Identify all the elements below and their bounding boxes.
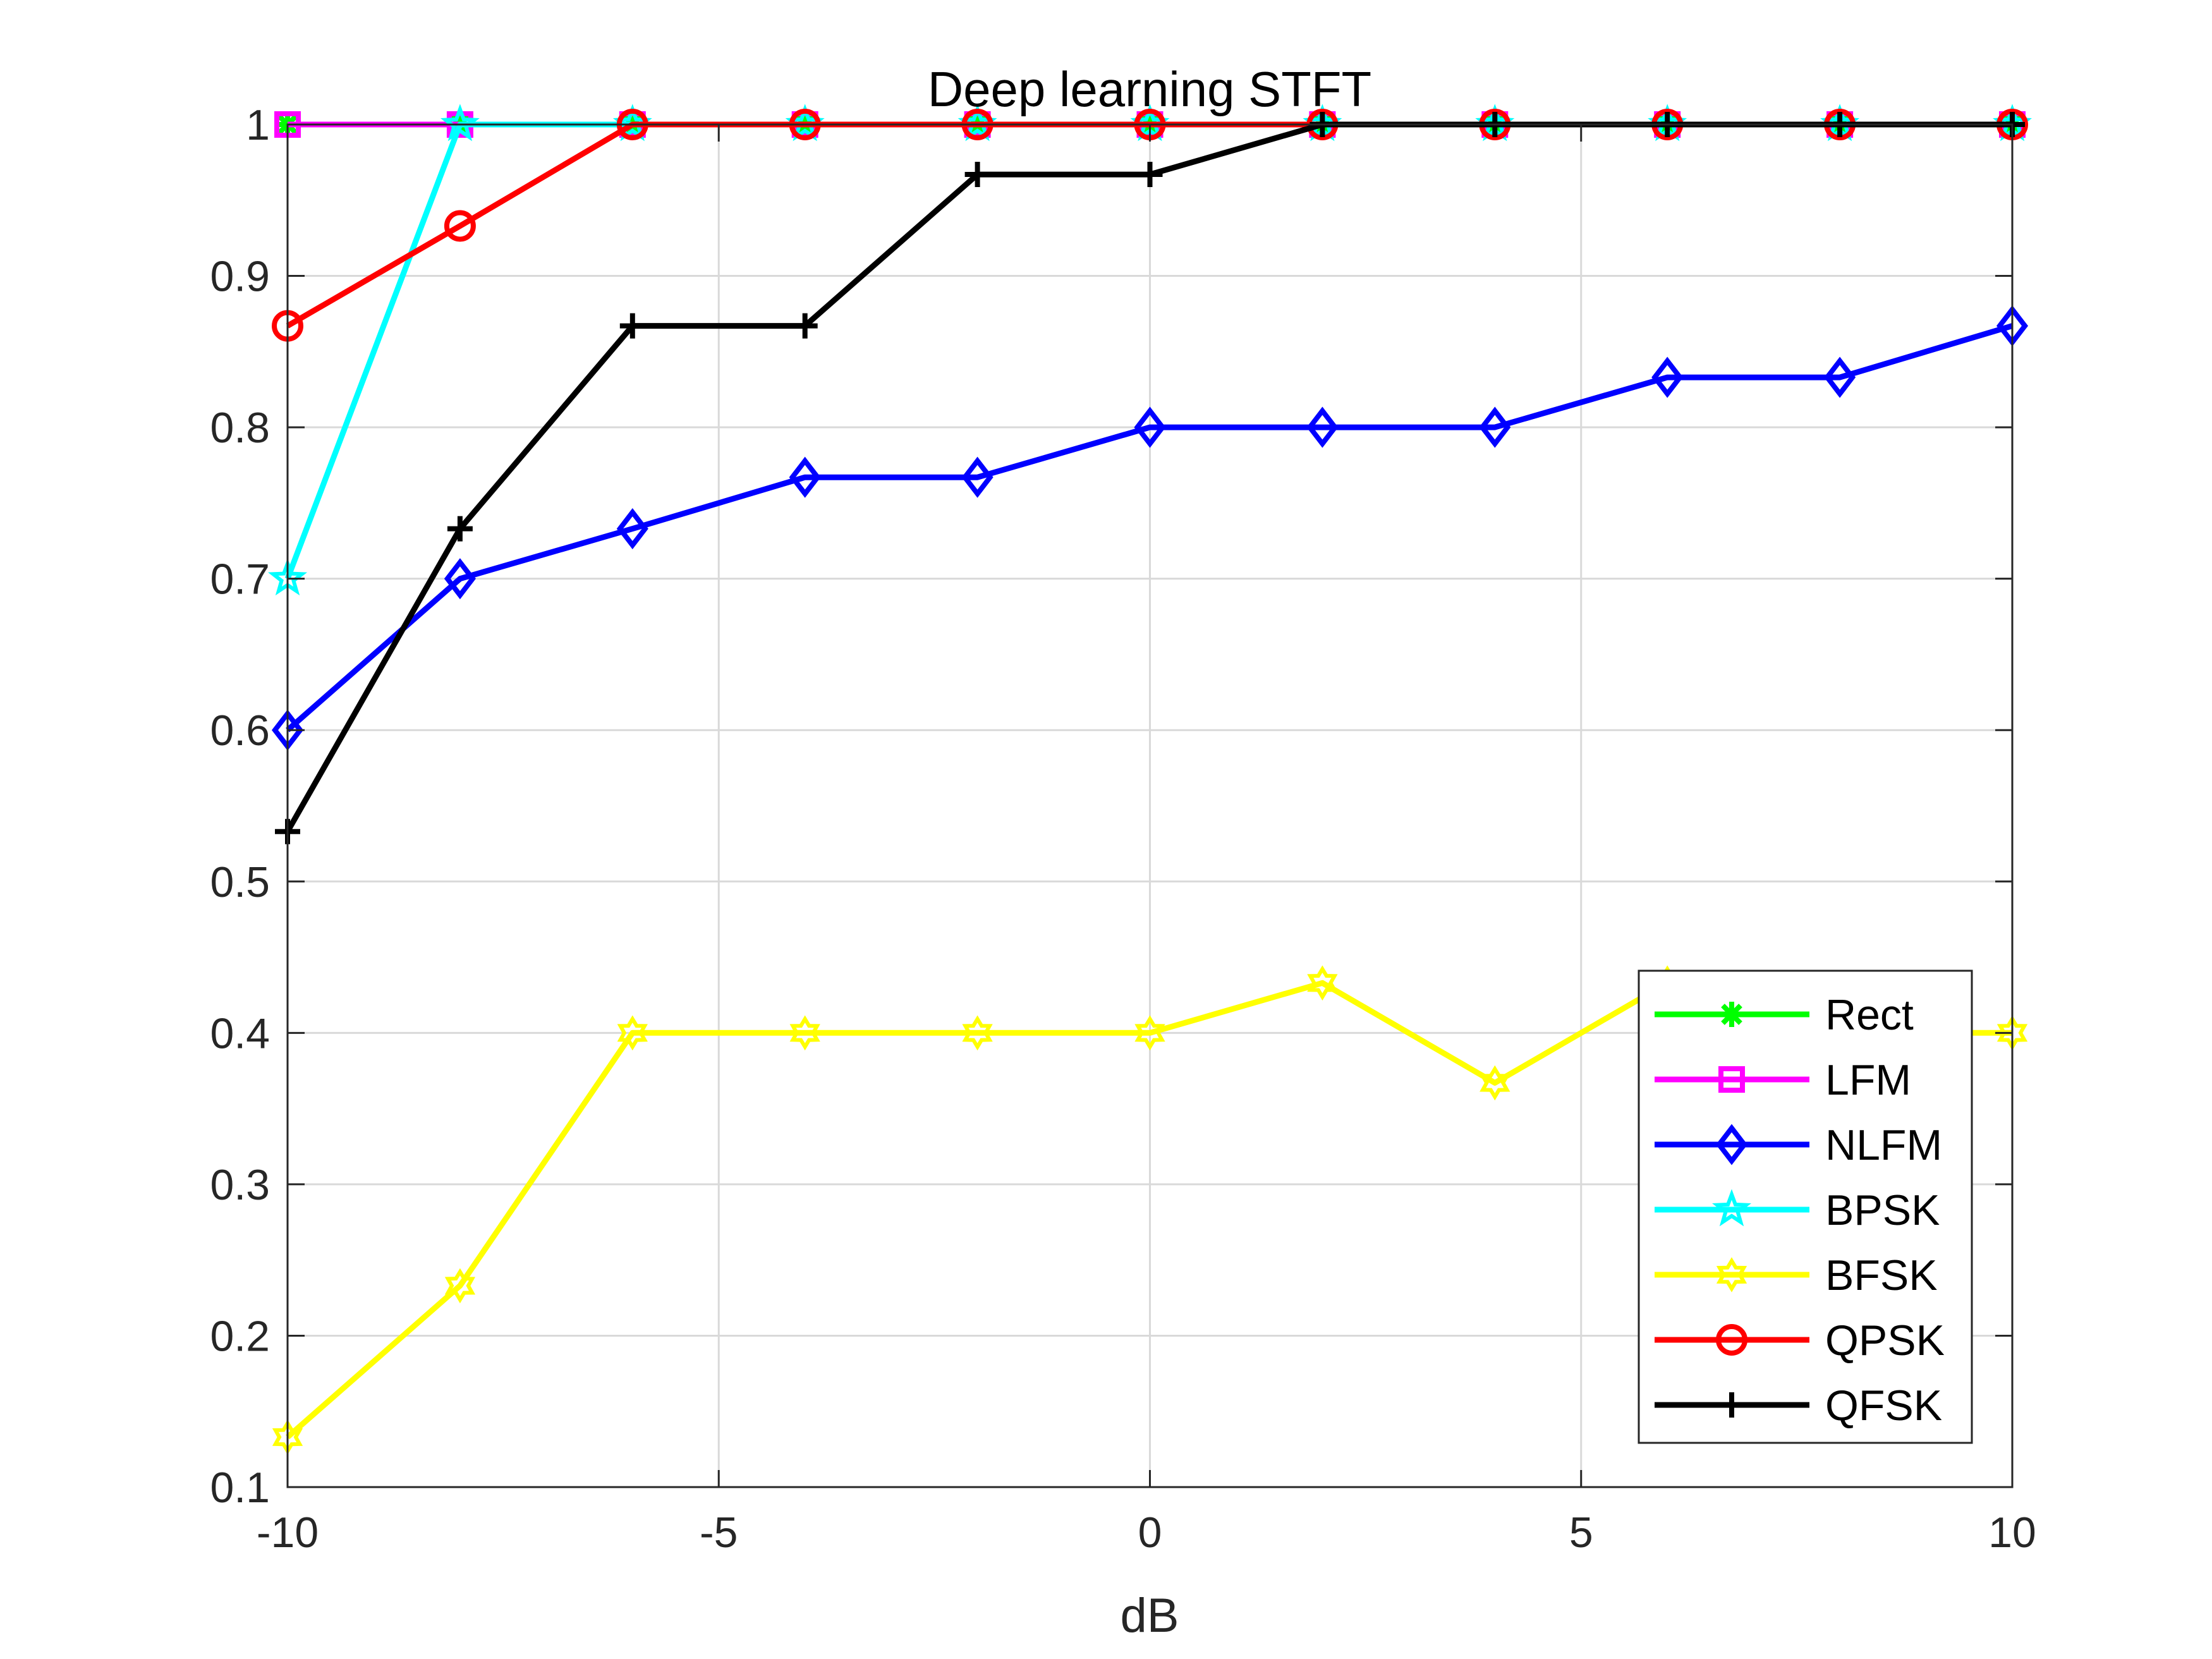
y-tick-label: 0.8 xyxy=(210,404,270,452)
ticks xyxy=(286,123,2014,1488)
y-tick-label: 0.2 xyxy=(210,1312,270,1360)
y-tick-label: 0.3 xyxy=(210,1161,270,1209)
y-tick-label: 0.1 xyxy=(210,1464,270,1512)
legend-label: BPSK xyxy=(1825,1186,1940,1234)
legend-marker-qpsk xyxy=(1716,1324,1747,1356)
data-point-bfsk xyxy=(1307,965,1338,1001)
legend-label: BFSK xyxy=(1825,1251,1938,1299)
y-tick-label: 0.9 xyxy=(210,253,270,301)
data-point-bfsk xyxy=(1480,1065,1510,1101)
data-point-bpsk xyxy=(440,104,480,142)
data-point-nlfm xyxy=(444,558,476,600)
tick-labels: -10 -5 0 5 10 0.1 0.2 0.3 0.4 0.5 0.6 0.7 0.8 0.9 1 xyxy=(210,101,2036,1557)
data-point-bfsk xyxy=(962,1015,993,1051)
legend-label: QPSK xyxy=(1825,1316,1945,1364)
data-point-qfsk xyxy=(619,313,645,339)
y-tick-label: 0.4 xyxy=(210,1009,270,1057)
series-nlfm xyxy=(271,305,2029,751)
chart-title: Deep learning STFT xyxy=(928,61,1371,117)
data-point-bfsk xyxy=(1134,1015,1165,1051)
legend-item-qfsk: QFSK xyxy=(1655,1382,1942,1430)
x-tick-label: 10 xyxy=(1988,1509,2036,1557)
y-tick-label: 0.6 xyxy=(210,707,270,755)
legend-marker-lfm xyxy=(1718,1066,1745,1093)
x-tick-label: -5 xyxy=(700,1509,738,1557)
x-tick-label: -10 xyxy=(257,1509,319,1557)
data-point-nlfm xyxy=(789,456,821,498)
legend-label: QFSK xyxy=(1825,1382,1942,1430)
data-point-qfsk xyxy=(447,516,473,542)
legend-item-bfsk: BFSK xyxy=(1655,1251,1938,1299)
data-point-qpsk xyxy=(444,210,476,242)
data-point-nlfm xyxy=(1306,406,1339,448)
data-point-nlfm xyxy=(1134,406,1166,448)
legend-marker-rect xyxy=(1719,1002,1744,1027)
legend-label: NLFM xyxy=(1825,1121,1942,1169)
data-point-nlfm xyxy=(1479,406,1511,448)
x-axis-label: dB xyxy=(1121,1589,1179,1643)
y-tick-label: 1 xyxy=(246,101,270,149)
data-point-bfsk xyxy=(444,1268,476,1304)
y-tick-label: 0.7 xyxy=(210,556,270,604)
legend-item-nlfm: NLFM xyxy=(1655,1121,1942,1169)
data-point-nlfm xyxy=(1824,356,1856,398)
legend-item-qpsk: QPSK xyxy=(1655,1316,1945,1364)
data-point-qfsk xyxy=(792,313,818,339)
legend-item-bpsk: BPSK xyxy=(1655,1186,1940,1234)
data-point-qfsk xyxy=(1137,162,1163,188)
legend-item-rect: Rect xyxy=(1655,991,1914,1039)
data-point-nlfm xyxy=(1651,356,1684,398)
legend-marker-bfsk xyxy=(1716,1257,1747,1292)
legend-marker-nlfm xyxy=(1715,1124,1748,1165)
data-point-nlfm xyxy=(961,456,994,498)
legend-item-lfm: LFM xyxy=(1655,1056,1911,1104)
legend-marker-bpsk xyxy=(1711,1189,1752,1227)
legend-marker-qfsk xyxy=(1719,1392,1744,1418)
y-tick-label: 0.5 xyxy=(210,858,270,906)
data-point-bfsk xyxy=(617,1015,648,1051)
x-tick-label: 0 xyxy=(1138,1509,1162,1557)
x-tick-label: 5 xyxy=(1569,1509,1593,1557)
legend-label: Rect xyxy=(1825,991,1914,1039)
data-point-nlfm xyxy=(616,508,648,550)
data-point-qfsk xyxy=(964,162,990,188)
data-point-bfsk xyxy=(789,1015,820,1051)
legend-label: LFM xyxy=(1825,1056,1911,1104)
legend: Rect LFM NLFM BPSK BFSK QPSK QFSK xyxy=(1638,969,1973,1444)
series-line-nlfm xyxy=(286,323,2014,732)
